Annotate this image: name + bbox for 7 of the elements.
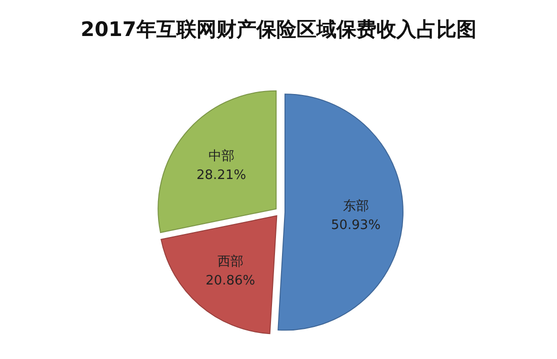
- data-label: 20.86%: [206, 273, 256, 288]
- data-label: 28.21%: [196, 168, 246, 184]
- chart-title: 2017年互联网财产保险区域保费收入占比图: [80, 17, 476, 41]
- slice-label: 东部: [342, 199, 369, 214]
- slice-label: 西部: [217, 254, 244, 270]
- data-label: 50.93%: [330, 218, 381, 234]
- slice-label: 中部: [208, 149, 234, 164]
